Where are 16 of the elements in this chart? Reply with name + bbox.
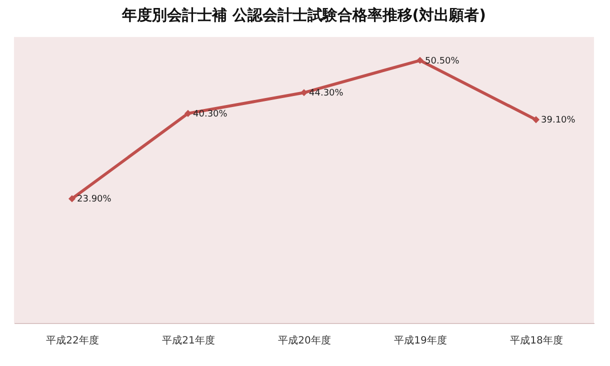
x-tick-label: 平成19年度 xyxy=(394,334,447,346)
data-label: 39.10% xyxy=(541,116,576,126)
point xyxy=(532,116,540,124)
point xyxy=(300,89,308,96)
x-tick-label: 平成22年度 xyxy=(46,334,99,346)
x-tick-label: 平成21年度 xyxy=(162,334,215,346)
point xyxy=(68,195,76,202)
data-label: 40.30% xyxy=(193,109,228,120)
data-label: 50.50% xyxy=(425,56,460,66)
x-tick-label: 平成20年度 xyxy=(278,334,331,346)
point xyxy=(416,56,424,64)
x-tick-label: 平成18年度 xyxy=(510,334,563,346)
data-label: 23.90% xyxy=(77,194,112,205)
chart-title: 年度別会計士補 公認会計士試験合格率推移(対出願者) xyxy=(121,6,486,24)
data-label: 44.30% xyxy=(309,88,344,99)
point xyxy=(184,110,192,117)
